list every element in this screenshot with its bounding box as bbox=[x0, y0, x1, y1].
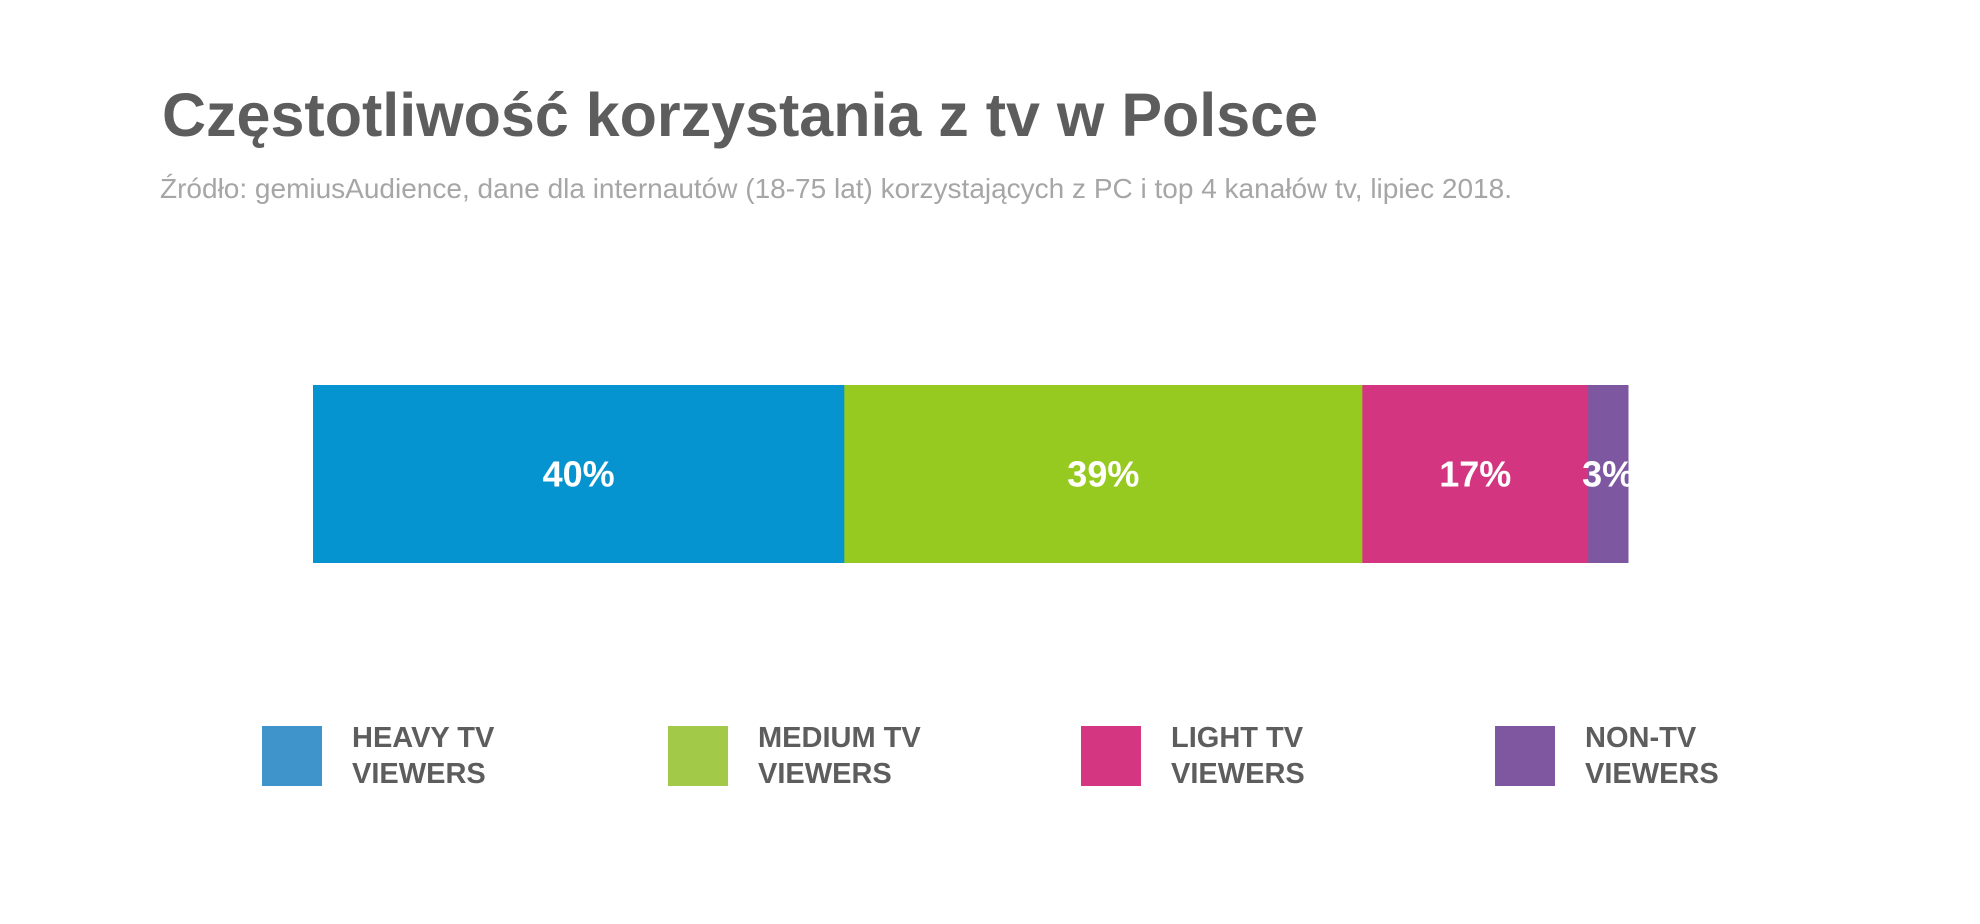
legend-label: NON-TV VIEWERS bbox=[1585, 722, 1719, 790]
legend-swatch bbox=[262, 726, 322, 786]
legend-item-2: MEDIUM TV VIEWERS bbox=[668, 720, 921, 792]
legend-item-4: NON-TV VIEWERS bbox=[1495, 720, 1719, 792]
legend-swatch bbox=[1495, 726, 1555, 786]
bar-segment-2 bbox=[844, 385, 1363, 563]
legend-item-3: LIGHT TV VIEWERS bbox=[1081, 720, 1305, 792]
bar-segment-1 bbox=[313, 385, 845, 563]
legend-label: HEAVY TV VIEWERS bbox=[352, 722, 495, 790]
legend-swatch bbox=[668, 726, 728, 786]
data-label-4: 3% bbox=[1582, 454, 1634, 495]
chart-subtitle: Źródło: gemiusAudience, dane dla interna… bbox=[160, 173, 1512, 204]
data-label-2: 39% bbox=[1067, 454, 1139, 495]
bar-segment-3 bbox=[1362, 385, 1589, 563]
legend-label: MEDIUM TV VIEWERS bbox=[758, 722, 921, 790]
legend-item-1: HEAVY TV VIEWERS bbox=[262, 720, 494, 792]
bar-segment-4 bbox=[1588, 385, 1629, 563]
data-label-1: 40% bbox=[543, 454, 615, 495]
data-label-3: 17% bbox=[1439, 454, 1511, 495]
legend-swatch bbox=[1081, 726, 1141, 786]
chart-title: Częstotliwość korzystania z tv w Polsce bbox=[162, 81, 1318, 149]
legend-label: LIGHT TV VIEWERS bbox=[1171, 722, 1305, 790]
